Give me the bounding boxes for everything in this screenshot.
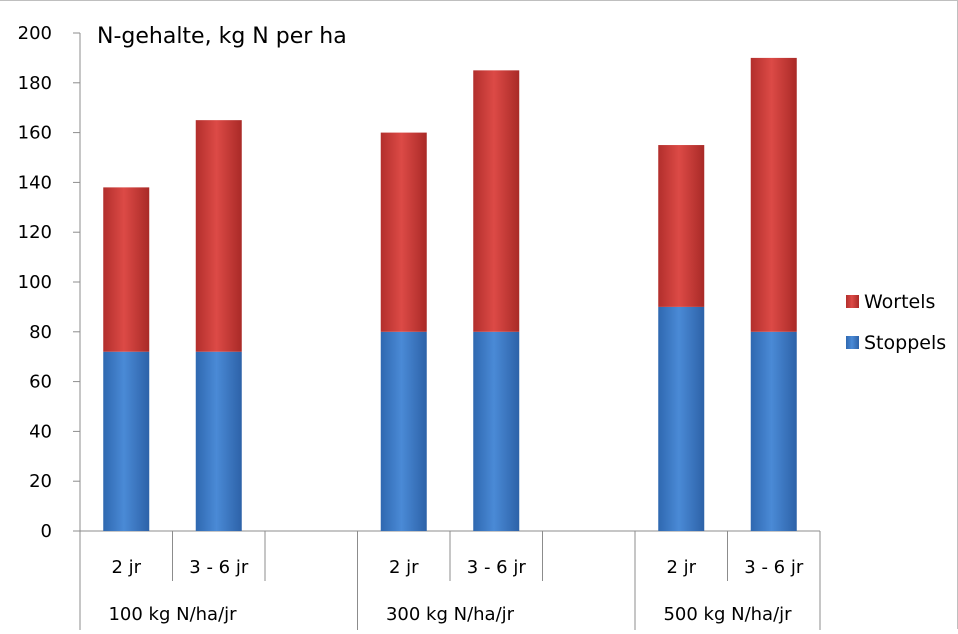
y-tick-label: 160	[18, 123, 52, 144]
legend-swatch-wortels	[846, 295, 859, 308]
bar-stoppels-3	[380, 331, 427, 531]
x-category-label: 2 jr	[389, 557, 419, 578]
bar-wortels-4	[473, 70, 520, 332]
y-tick-label: 20	[29, 471, 52, 492]
x-category-label: 3 - 6 jr	[744, 557, 804, 578]
bar-stoppels-1	[103, 351, 150, 531]
x-category-label: 2 jr	[111, 557, 141, 578]
bar-stoppels-2	[195, 351, 242, 531]
legend-label-wortels: Wortels	[864, 291, 935, 313]
bar-wortels-2	[195, 120, 242, 352]
y-tick-label: 0	[41, 521, 52, 542]
legend-label-stoppels: Stoppels	[864, 332, 946, 354]
bar-wortels-6	[750, 57, 797, 332]
y-tick-label: 140	[18, 172, 52, 193]
y-tick-label: 200	[18, 23, 52, 44]
x-group-label: 300 kg N/ha/jr	[386, 604, 515, 625]
bar-wortels-1	[103, 187, 150, 352]
legend: Wortels Stoppels	[846, 291, 946, 354]
y-tick-label: 80	[29, 322, 52, 343]
y-tick-label: 40	[29, 421, 52, 442]
y-tick-label: 100	[18, 272, 52, 293]
chart-title: N-gehalte, kg N per ha	[97, 24, 347, 49]
bar-stoppels-5	[658, 306, 705, 531]
x-group-label: 500 kg N/ha/jr	[663, 604, 792, 625]
bar-stoppels-4	[473, 331, 520, 531]
x-category-label: 3 - 6 jr	[189, 557, 249, 578]
y-tick-label: 60	[29, 372, 52, 393]
bar-stoppels-6	[750, 331, 797, 531]
x-category-label: 2 jr	[666, 557, 696, 578]
bar-wortels-3	[380, 132, 427, 332]
legend-swatch-stoppels	[846, 336, 859, 349]
y-tick-label: 180	[18, 73, 52, 94]
bar-wortels-5	[658, 145, 705, 307]
x-group-label: 100 kg N/ha/jr	[108, 604, 237, 625]
x-category-label: 3 - 6 jr	[467, 557, 527, 578]
y-tick-label: 120	[18, 222, 52, 243]
